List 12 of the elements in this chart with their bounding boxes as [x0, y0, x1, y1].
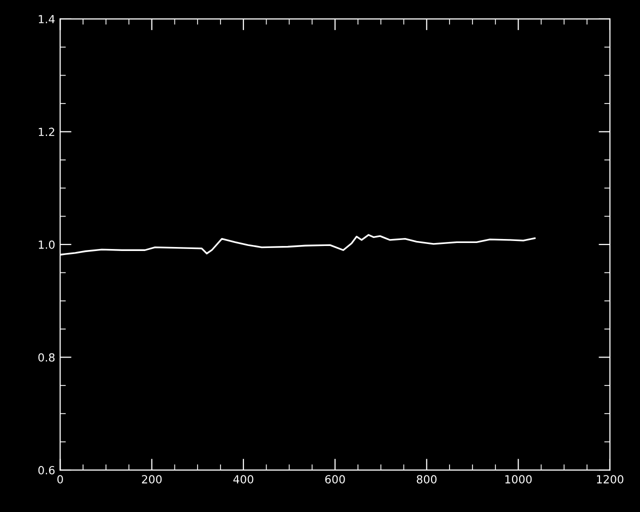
- y-tick-label: 1.0: [38, 240, 55, 249]
- x-tick-label: 400: [233, 475, 254, 484]
- y-tick-label: 1.4: [38, 15, 55, 24]
- y-tick-label: 0.8: [38, 353, 55, 362]
- x-tick-label: 0: [57, 475, 63, 484]
- x-tick-label: 200: [142, 475, 162, 484]
- y-tick-label: 1.2: [38, 128, 54, 136]
- x-tick-label: 1000: [505, 475, 532, 484]
- x-tick-label: 1200: [597, 475, 624, 484]
- x-tick-label: 600: [325, 475, 345, 484]
- y-tick-label: 0.6: [38, 466, 55, 474]
- x-tick-label: 800: [416, 475, 437, 484]
